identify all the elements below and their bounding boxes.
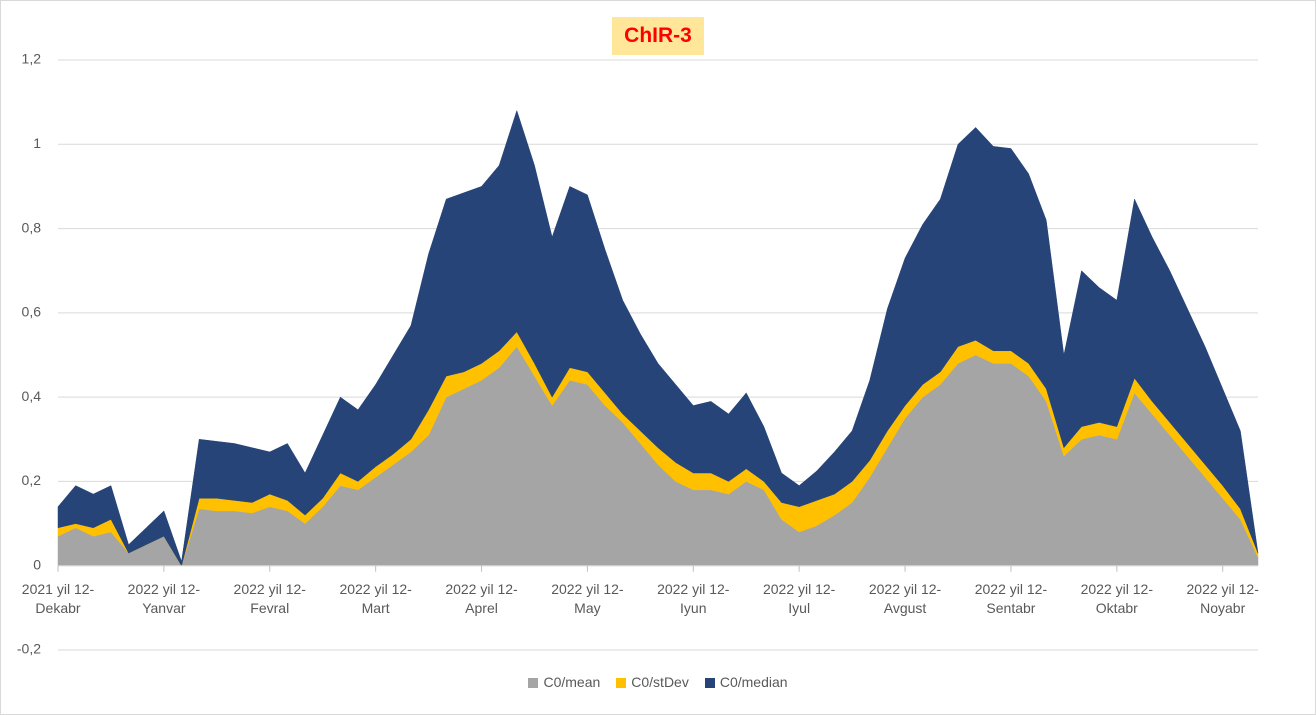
x-tick-label: 2022 yil 12- Iyul xyxy=(762,580,836,616)
x-tick-label: 2022 yil 12- May xyxy=(551,580,624,616)
x-tick-label: 2021 yil 12- Dekabr xyxy=(21,580,95,616)
y-tick-label: 0 xyxy=(33,556,41,572)
y-tick-label: 0,8 xyxy=(22,219,42,235)
legend: C0/mean C0/stDev C0/median xyxy=(0,674,1316,690)
legend-swatch xyxy=(616,678,627,688)
legend-item: C0/median xyxy=(704,674,788,690)
x-tick-label: 2022 yil 12- Sentabr xyxy=(974,580,1048,616)
legend-swatch xyxy=(704,678,715,688)
area xyxy=(57,109,1259,567)
x-tick-label: 2022 yil 12- Iyun xyxy=(657,580,730,616)
legend-swatch xyxy=(528,678,539,688)
y-tick-label: 0,4 xyxy=(22,388,42,404)
legend-label: C0/mean xyxy=(543,674,601,690)
x-tick-label: 2022 yil 12- Oktabr xyxy=(1080,580,1153,616)
y-tick-label: -0,2 xyxy=(17,641,41,657)
legend-label: C0/stDev xyxy=(631,674,689,690)
y-tick-label: 1 xyxy=(33,135,41,151)
y-tick-label: 0,6 xyxy=(22,304,42,320)
x-tick-label: 2022 yil 12- Mart xyxy=(339,580,412,616)
y-tick-label: 0,2 xyxy=(22,472,42,488)
x-tick-label: 2022 yil 12- Fevral xyxy=(233,580,306,616)
legend-label: C0/median xyxy=(719,674,788,690)
x-tick-label: 2022 yil 12- Yanvar xyxy=(127,580,201,616)
x-tick-label: 2022 yil 12- Noyabr xyxy=(1186,580,1259,616)
chart-title: ChIR-3 xyxy=(612,17,704,55)
y-tick-label: 1,2 xyxy=(22,51,42,67)
legend-item: C0/stDev xyxy=(616,674,689,690)
x-tick-label: 2022 yil 12- Avgust xyxy=(868,580,942,616)
x-tick-label: 2022 yil 12- Aprel xyxy=(445,580,518,616)
legend-item: C0/mean xyxy=(528,674,600,690)
